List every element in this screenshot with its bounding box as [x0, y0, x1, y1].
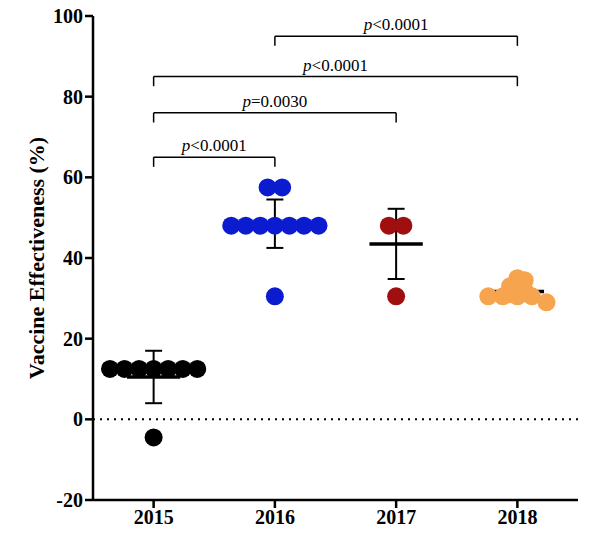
- svg-text:2018: 2018: [497, 506, 537, 528]
- svg-text:2015: 2015: [134, 506, 174, 528]
- svg-text:p=0.0030: p=0.0030: [241, 92, 307, 111]
- svg-text:p<0.0001: p<0.0001: [363, 15, 429, 34]
- svg-text:80: 80: [63, 86, 83, 108]
- svg-text:60: 60: [63, 166, 83, 188]
- svg-text:100: 100: [53, 8, 83, 27]
- svg-text:40: 40: [63, 247, 83, 269]
- svg-text:2017: 2017: [376, 506, 416, 528]
- svg-text:20: 20: [63, 328, 83, 350]
- svg-text:p<0.0001: p<0.0001: [302, 56, 368, 75]
- svg-text:-20: -20: [56, 489, 83, 511]
- svg-text:p<0.0001: p<0.0001: [181, 136, 247, 155]
- svg-text:Vaccine Effectiveness (%): Vaccine Effectiveness (%): [24, 137, 49, 379]
- svg-text:2016: 2016: [255, 506, 295, 528]
- svg-text:0: 0: [73, 408, 83, 430]
